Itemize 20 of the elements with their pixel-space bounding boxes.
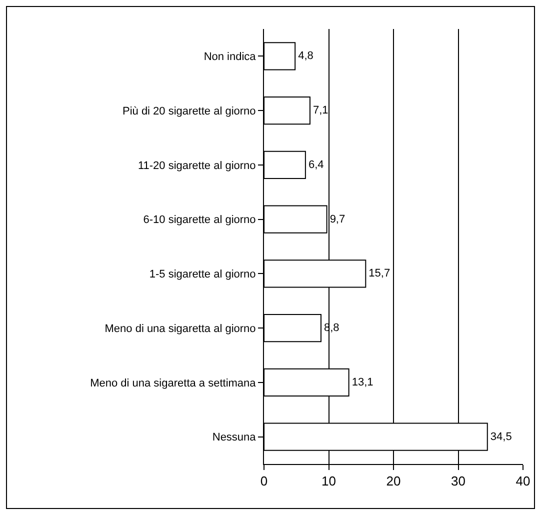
data-label: 6,4 <box>308 158 324 171</box>
data-label: 13,1 <box>352 376 374 388</box>
data-label: 4,8 <box>298 50 314 62</box>
y-tick-label: Meno di una sigaretta a settimana <box>90 377 257 390</box>
y-tick-label: Più di 20 sigarette al giorno <box>122 105 256 118</box>
data-label: 7,1 <box>312 104 328 117</box>
y-tick-label: 6-10 sigarette al giorno <box>143 214 256 226</box>
y-tick-label: 11-20 sigarette al giorno <box>138 160 256 172</box>
y-tick-label: 1-5 sigarette al giorno <box>149 268 256 281</box>
x-tick-label: 0 <box>260 474 268 489</box>
x-tick-label: 10 <box>322 474 336 489</box>
x-tick-label: 20 <box>386 474 401 489</box>
data-label: 15,7 <box>368 268 390 280</box>
x-tick-label: 30 <box>451 474 466 489</box>
y-tick-label: Non indica <box>204 51 257 64</box>
y-tick-label: Nessuna <box>212 432 257 444</box>
x-tick-label: 40 <box>516 474 530 489</box>
y-tick-label: Meno di una sigaretta al giorno <box>104 322 256 335</box>
data-label: 9,7 <box>330 213 346 226</box>
data-label: 34,5 <box>490 430 512 443</box>
